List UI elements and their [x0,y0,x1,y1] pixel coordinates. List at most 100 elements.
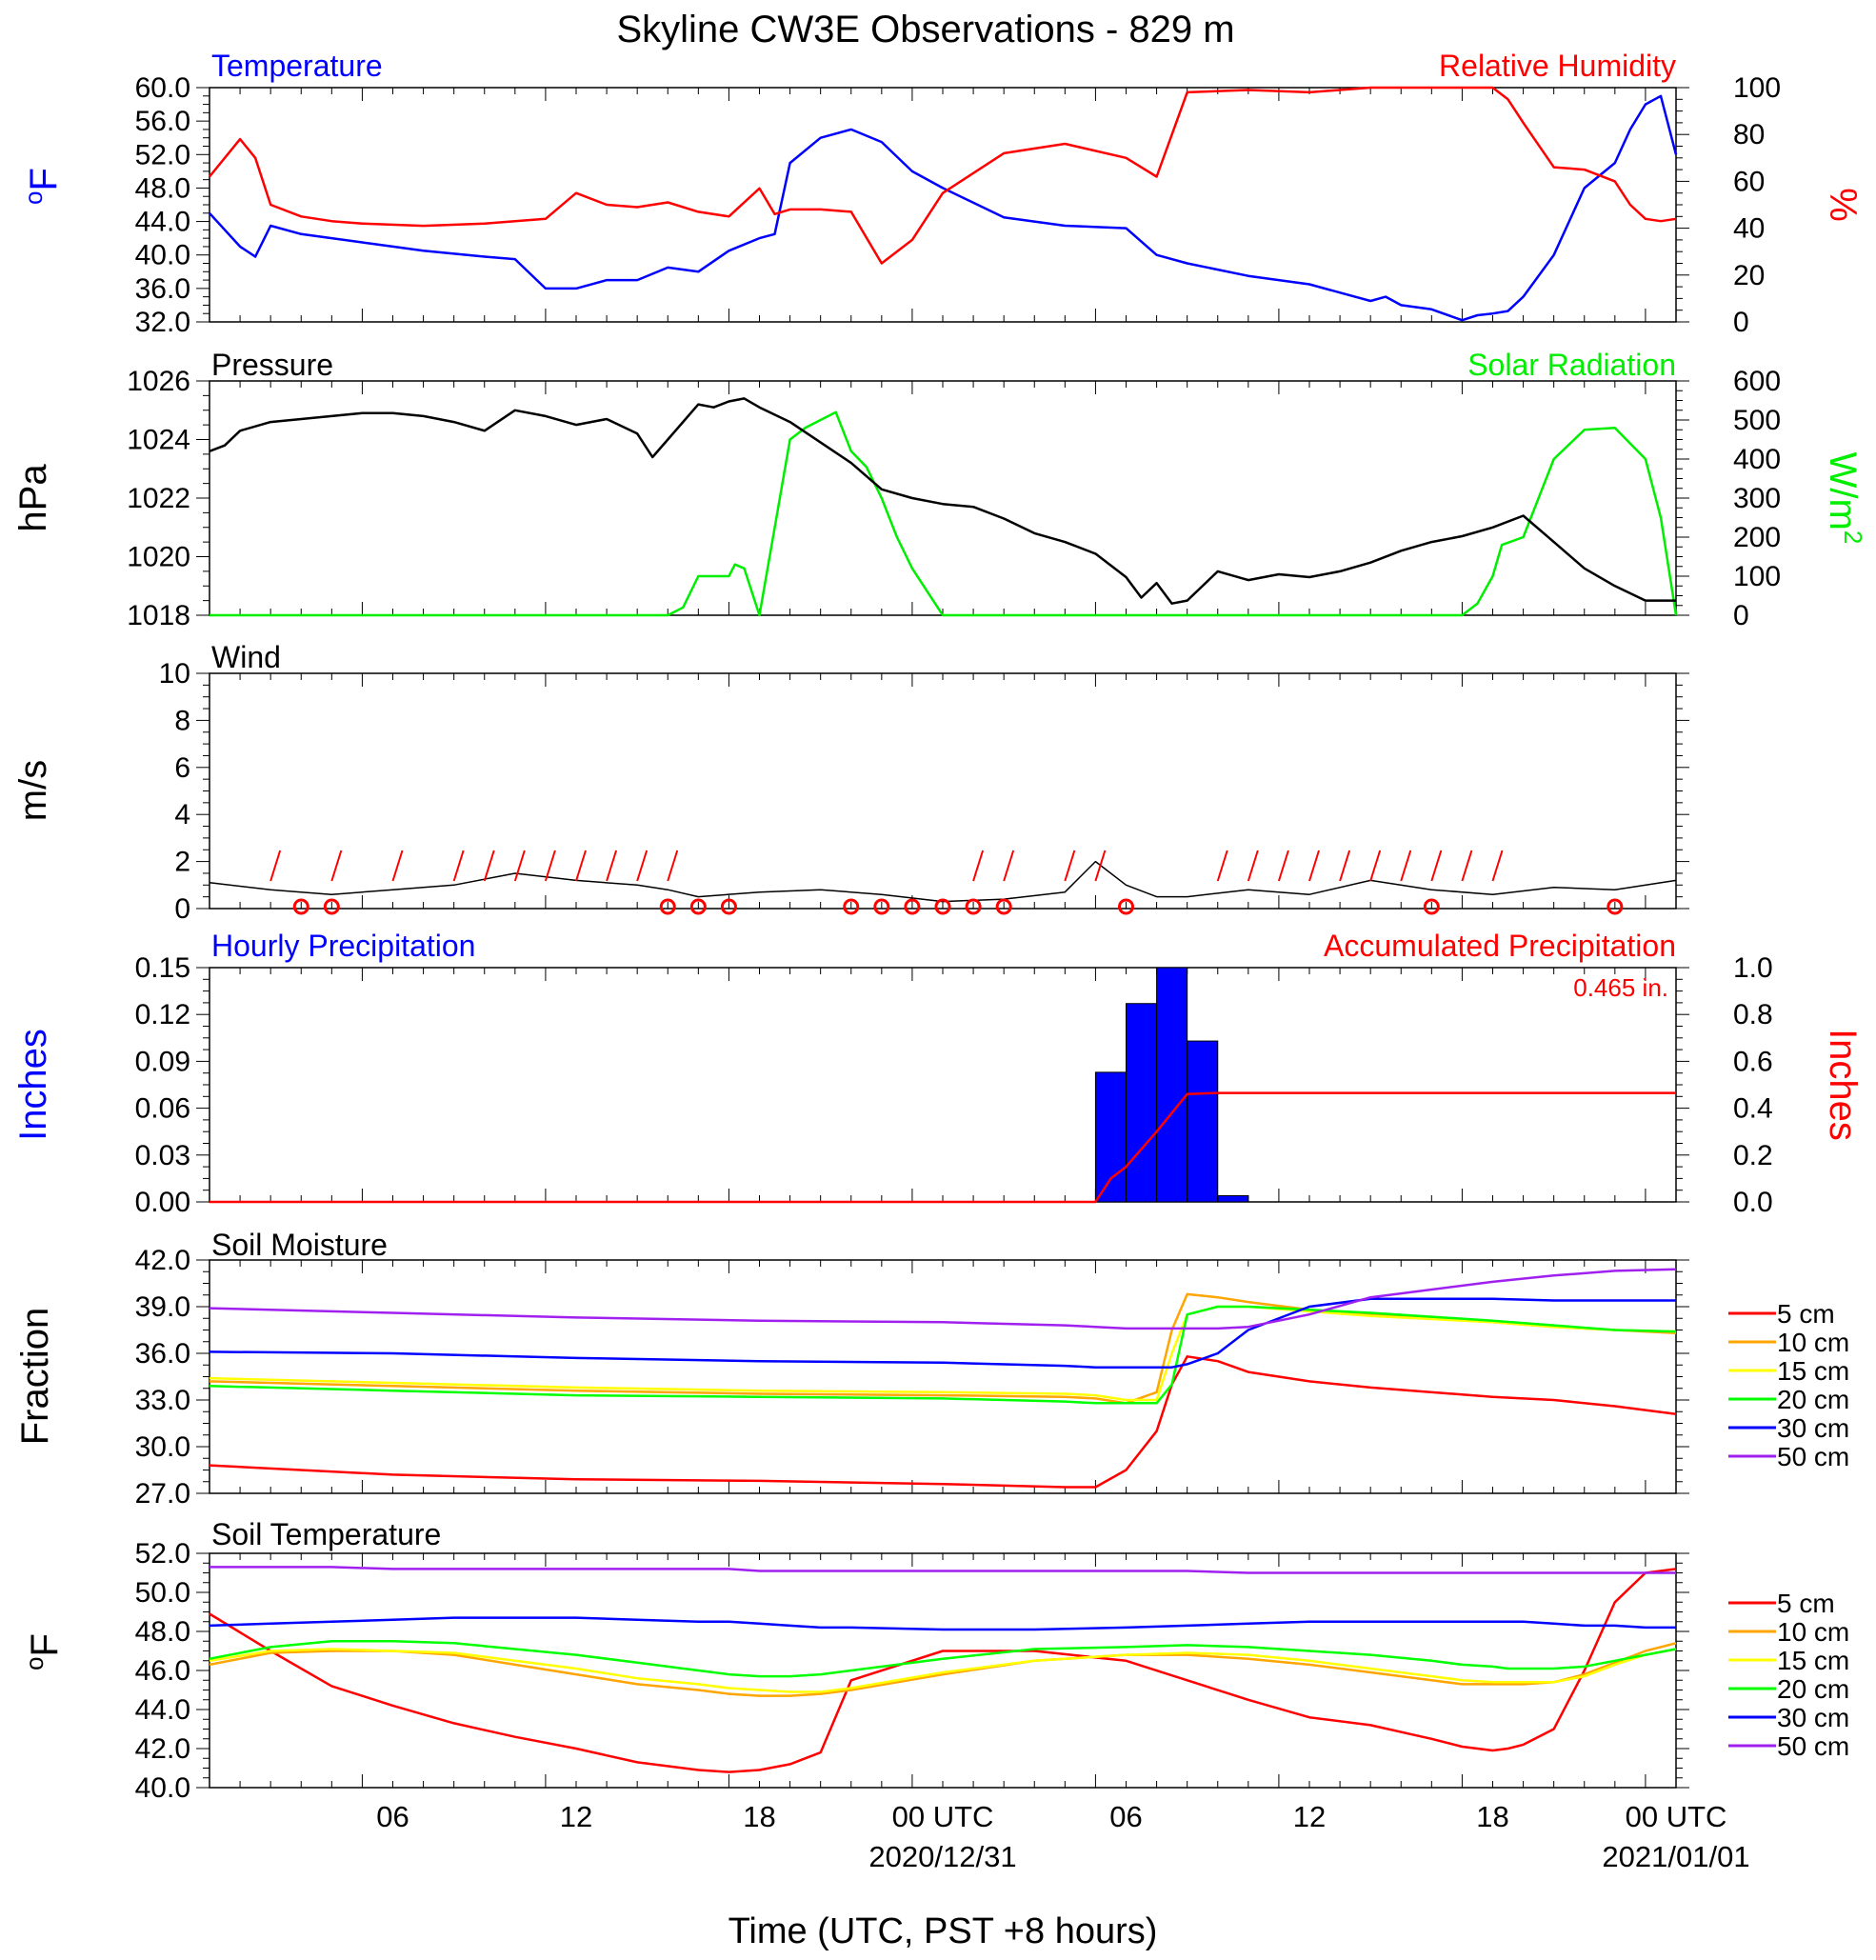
pressure_solar-right-tick-label: 0 [1733,600,1749,631]
soil_temp-left-tick-label: 40.0 [135,1772,190,1804]
soil_temp-frame [209,1552,1677,1789]
soil-moisture-20cm-line [209,1305,1677,1405]
x-date-label: 2020/12/31 [868,1840,1016,1873]
wind-barb [1430,850,1443,882]
soil_moisture-left-tick-label: 27.0 [135,1478,190,1510]
soil-moisture-10cm-line [209,1292,1677,1405]
wind-barb [1491,850,1504,882]
x-tick-label: 00 UTC [1626,1800,1727,1833]
pressure_solar-panel: 1026 1024 1022 1020 1018 600 500 400 300 200 100 0 P… [12,348,1867,631]
wind-left-tick-label: 10 [159,658,190,690]
soil_temp-left-tick-label: 52.0 [135,1538,190,1570]
calm-wind-marker [1118,898,1134,915]
precip-left-tick-label: 0.12 [135,999,190,1030]
x-tick-label: 12 [560,1800,592,1833]
wind-barb [1369,850,1382,882]
wind-frame [209,672,1677,910]
precip-left-tick-label: 0.00 [135,1187,190,1218]
wind-left-tick-label: 6 [174,752,190,784]
pressure_solar-right-tick-label: 600 [1733,366,1781,397]
precip-right-tick-label: 0.8 [1733,999,1773,1030]
wind-barb [636,850,649,882]
precip-panel: 0.15 0.12 0.09 0.06 0.03 0.00 1.0 0.8 0.6 0.4 0.2 0… [12,929,1864,1218]
temperature-title: Temperature [211,49,383,83]
precip-right-tick-label: 0.4 [1733,1093,1773,1125]
calm-wind-marker [965,898,982,915]
pressure_solar-left-tick-label: 1022 [127,483,190,514]
degree-sign: o [19,191,48,205]
calm-wind-marker [904,898,921,915]
solar-unit-sup: 2 [1839,530,1867,544]
soil_temp-left-tick-label: 50.0 [135,1577,190,1609]
soil-temp-30cm-line [209,1616,1676,1631]
wind-barb [972,850,985,882]
soil-temp-20cm-line [209,1640,1677,1678]
x-axis-label: Time (UTC, PST +8 hours) [728,1911,1158,1951]
temp_rh-left-tick-label: 32.0 [135,307,190,338]
wind-barb [330,850,343,882]
wind-barb [1094,850,1107,882]
precip-bar [1217,1194,1249,1203]
soil-temp-5cm-line [209,1568,1677,1773]
soil-moisture-30cm-line [209,1297,1676,1369]
wind-barb [513,850,526,882]
legend-label: 30 cm [1777,1703,1849,1732]
precip-left-tick-label: 0.15 [135,952,190,984]
pressure-title: Pressure [211,348,333,382]
wind-title: Wind [211,640,281,674]
x-tick-label: 18 [743,1800,775,1833]
legend-label: 5 cm [1777,1589,1835,1618]
soil-moisture-title: Soil Moisture [211,1228,388,1262]
wind-barb [1216,850,1228,882]
precip-left-tick-label: 0.09 [135,1046,190,1077]
soil-moisture-15cm-line [209,1305,1677,1402]
precip-right-unit: Inches [1822,1029,1864,1141]
wind-barb [544,850,556,882]
unit-letter: F [23,168,65,190]
soil_temp-left-tick-label: 44.0 [135,1694,190,1726]
degree-sign: o [20,1657,49,1670]
wind-barb [1003,850,1015,882]
temp_rh-left-tick-label: 40.0 [135,240,190,271]
temp_rh-right-tick-label: 80 [1733,119,1765,150]
calm-wind-marker [843,898,860,915]
wind-barb [269,850,282,882]
temp_rh-right-tick-label: 20 [1733,260,1765,291]
precip-bar [1094,1071,1127,1203]
temp_rh-left-tick-label: 48.0 [135,172,190,204]
pressure_solar-right-tick-label: 300 [1733,483,1781,514]
calm-wind-marker [1423,898,1440,915]
legend-label: 50 cm [1777,1731,1849,1761]
precip-frame [209,967,1677,1203]
soil_moisture-left-tick-label: 39.0 [135,1291,190,1323]
calm-wind-marker [689,898,707,915]
legend-label: 5 cm [1777,1299,1835,1329]
soil_moisture-left-tick-label: 36.0 [135,1338,190,1370]
calm-wind-marker [1607,898,1624,915]
wind-barb [1247,850,1259,882]
pressure_solar-left-tick-label: 1026 [127,366,190,397]
precip-bar [1126,1003,1158,1203]
soil_moisture-left-tick-label: 42.0 [135,1245,190,1276]
precip-right-tick-label: 0.2 [1733,1140,1773,1171]
soil_moisture-panel: 42.0 39.0 36.0 33.0 30.0 27.0 Soil Moisture Fra… [14,1228,1849,1510]
wind-barb [1308,850,1320,882]
soil-moisture-5cm-line [209,1355,1677,1489]
pressure_solar-left-tick-label: 1020 [127,542,190,573]
soil-moisture-50cm-line [209,1268,1677,1330]
soil_moisture-left-tick-label: 33.0 [135,1385,190,1416]
calm-wind-marker [292,898,309,915]
calm-wind-marker [995,898,1012,915]
precip-right-tick-label: 0.6 [1733,1046,1773,1077]
x-tick-label: 00 UTC [892,1800,994,1833]
pressure-line [209,397,1676,605]
wind-barb [483,850,495,882]
soil_temp-left-tick-label: 46.0 [135,1655,190,1687]
pressure_solar-right-tick-label: 200 [1733,522,1781,553]
x-tick-label: 12 [1293,1800,1326,1833]
wind-barb [575,850,587,882]
solar-unit-base: W/m [1822,452,1864,530]
hourly-precip-title: Hourly Precipitation [211,929,475,963]
legend-label: 10 cm [1777,1617,1849,1647]
